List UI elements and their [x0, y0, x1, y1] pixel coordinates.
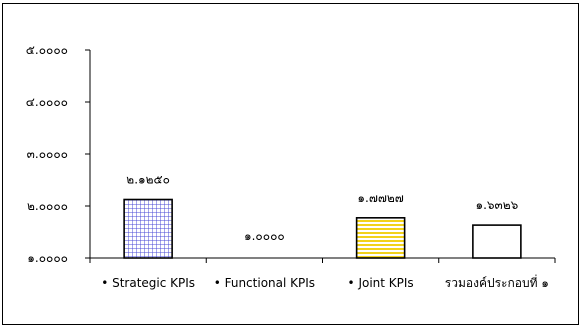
- category-labels: • Strategic KPIs • Functional KPIs • Joint…: [101, 274, 549, 290]
- y-tick-label: ๔.๐๐๐๐: [26, 95, 68, 109]
- bar: [472, 224, 522, 259]
- category-label: • Joint KPIs: [348, 276, 414, 290]
- y-tick-label: ๑.๐๐๐๐: [27, 251, 68, 265]
- bar: [355, 217, 406, 259]
- data-label: ๑.๐๐๐๐: [244, 229, 285, 243]
- data-label: ๑.๖๓๒๖: [475, 198, 518, 212]
- data-label: ๒.๑๒๕๐: [126, 173, 170, 187]
- category-label: • Strategic KPIs: [101, 276, 195, 290]
- y-tick-label: ๒.๐๐๐๐: [27, 199, 68, 213]
- chart-frame: [2, 3, 579, 325]
- bar: [123, 198, 173, 259]
- category-label: • Functional KPIs: [214, 276, 315, 290]
- data-label: ๑.๗๗๒๗: [357, 191, 403, 205]
- bars: [123, 198, 522, 259]
- y-tick-label: ๕.๐๐๐๐: [26, 43, 68, 57]
- category-label: รวมองค์ประกอบที่ ๑: [445, 274, 549, 290]
- y-ticks: ๑.๐๐๐๐ ๒.๐๐๐๐ ๓.๐๐๐๐ ๔.๐๐๐๐ ๕.๐๐๐๐: [26, 43, 556, 265]
- y-tick-label: ๓.๐๐๐๐: [27, 147, 68, 161]
